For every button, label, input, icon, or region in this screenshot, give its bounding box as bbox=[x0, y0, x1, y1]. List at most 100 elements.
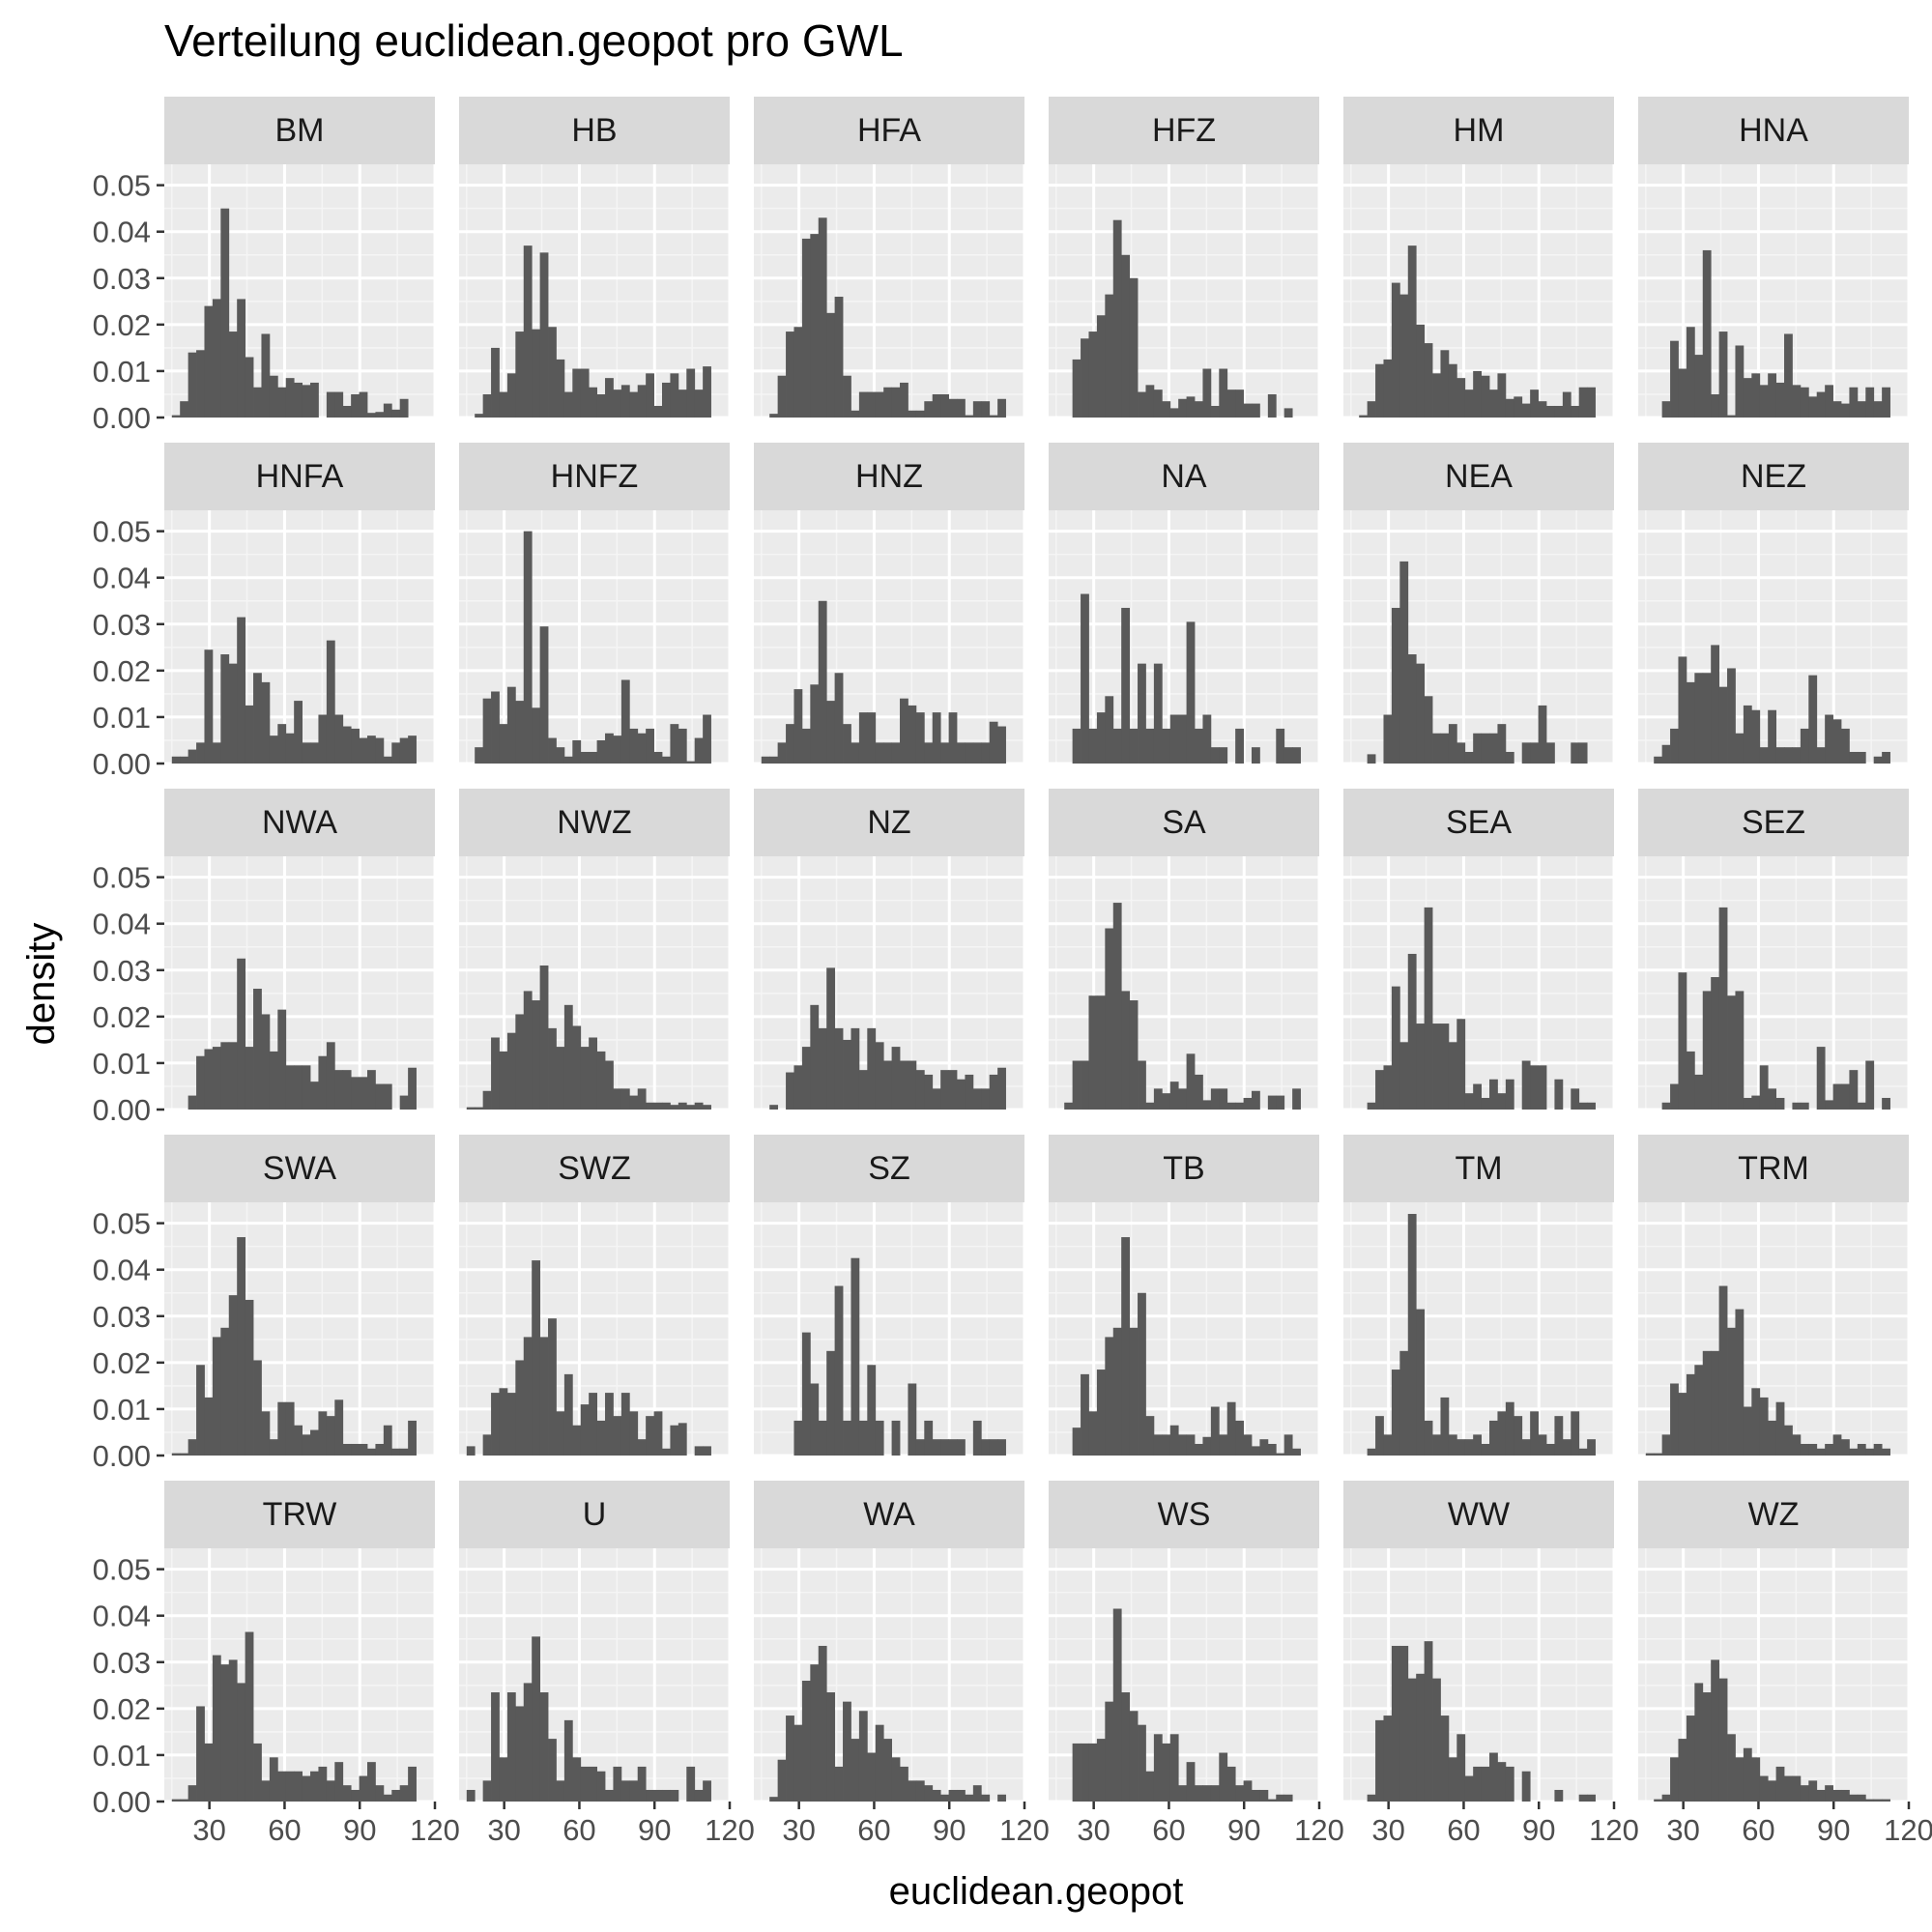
facet-strip bbox=[754, 789, 1024, 856]
histogram-bar bbox=[1727, 995, 1736, 1110]
histogram-bar bbox=[1497, 724, 1507, 764]
histogram-bar bbox=[605, 1393, 614, 1456]
histogram-bar bbox=[171, 415, 181, 418]
histogram-bar bbox=[843, 1039, 851, 1110]
histogram-bar bbox=[1153, 389, 1163, 418]
histogram-bar bbox=[1367, 401, 1376, 418]
y-tick-label: 0.00 bbox=[93, 747, 151, 781]
histogram-bar bbox=[1088, 1411, 1098, 1456]
histogram-bar bbox=[1219, 368, 1228, 418]
histogram-bar bbox=[908, 705, 917, 764]
histogram-bar bbox=[1489, 1079, 1498, 1110]
y-tick-label: 0.01 bbox=[93, 1393, 151, 1427]
histogram-bar bbox=[1521, 1439, 1531, 1456]
histogram-bar bbox=[589, 387, 597, 418]
histogram-bar bbox=[801, 728, 811, 764]
histogram-bar bbox=[375, 1785, 385, 1802]
histogram-bar bbox=[1088, 995, 1098, 1110]
histogram-bar bbox=[342, 1785, 352, 1802]
facet-strip bbox=[459, 1135, 730, 1202]
histogram-bar bbox=[620, 1393, 630, 1456]
histogram-bar bbox=[1735, 1309, 1745, 1456]
histogram-bar bbox=[1259, 1439, 1269, 1456]
y-tick-label: 0.03 bbox=[93, 954, 151, 988]
histogram-bar bbox=[171, 1799, 181, 1802]
histogram-bar bbox=[351, 728, 360, 764]
histogram-bar bbox=[1816, 747, 1826, 764]
histogram-bar bbox=[383, 756, 392, 764]
facet-swa: SWA 0.00 0.01 0.02 0.03 0.04 0.05 bbox=[93, 1135, 437, 1473]
histogram-bar bbox=[1267, 1443, 1277, 1456]
histogram-bar bbox=[662, 1102, 671, 1110]
histogram-bar bbox=[399, 737, 409, 764]
facet-label: WS bbox=[1158, 1496, 1211, 1533]
histogram-bar bbox=[1873, 756, 1883, 764]
y-tick-label: 0.03 bbox=[93, 1646, 151, 1680]
histogram-bar bbox=[1186, 1053, 1196, 1110]
histogram-bar bbox=[1546, 1443, 1555, 1456]
histogram-bar bbox=[399, 1448, 409, 1456]
histogram-bar bbox=[1578, 1794, 1588, 1802]
histogram-bar bbox=[1865, 387, 1875, 418]
histogram-bar bbox=[1489, 733, 1498, 764]
histogram-bar bbox=[1375, 1070, 1384, 1110]
histogram-bar bbox=[318, 1766, 328, 1802]
histogram-bar bbox=[1841, 1789, 1850, 1802]
histogram-bar bbox=[1145, 1771, 1155, 1802]
histogram-bar bbox=[694, 1102, 704, 1110]
y-tick-label: 0.04 bbox=[93, 216, 151, 249]
histogram-bar bbox=[1081, 1373, 1089, 1456]
histogram-bar bbox=[1678, 368, 1687, 418]
histogram-bar bbox=[686, 1766, 696, 1802]
histogram-bar bbox=[1678, 656, 1687, 764]
histogram-bar bbox=[1497, 1411, 1507, 1456]
histogram-bar bbox=[253, 387, 262, 418]
histogram-bar bbox=[867, 1752, 877, 1802]
histogram-bar bbox=[1129, 728, 1139, 764]
histogram-bar bbox=[1383, 359, 1393, 418]
histogram-bar bbox=[408, 1420, 417, 1456]
histogram-bar bbox=[1432, 1434, 1441, 1456]
histogram-bar bbox=[196, 350, 205, 418]
histogram-bar bbox=[1292, 1448, 1301, 1456]
y-tick-label: 0.03 bbox=[93, 608, 151, 642]
histogram-bar bbox=[253, 1360, 262, 1456]
facet-strip bbox=[1638, 97, 1909, 164]
histogram-bar bbox=[367, 1448, 376, 1456]
histogram-bar bbox=[620, 1088, 630, 1110]
histogram-bar bbox=[1169, 1425, 1179, 1456]
facet-strip bbox=[754, 97, 1024, 164]
histogram-bar bbox=[1497, 1762, 1507, 1802]
histogram-bar bbox=[180, 756, 189, 764]
histogram-bar bbox=[228, 332, 238, 418]
histogram-bar bbox=[563, 1373, 573, 1456]
histogram-bar bbox=[801, 1047, 811, 1110]
facet-tb: TB bbox=[1049, 1135, 1321, 1457]
histogram-bar bbox=[915, 1070, 925, 1110]
facet-label: TRW bbox=[263, 1496, 337, 1533]
y-tick-label: 0.01 bbox=[93, 1047, 151, 1081]
histogram-bar bbox=[867, 1027, 877, 1110]
histogram-bar bbox=[1735, 991, 1745, 1110]
histogram-bar bbox=[1865, 1060, 1875, 1110]
histogram-bar bbox=[1857, 751, 1866, 764]
histogram-bar bbox=[1162, 1434, 1171, 1456]
histogram-bar bbox=[277, 1009, 287, 1110]
histogram-bar bbox=[1112, 1327, 1122, 1456]
histogram-bar bbox=[212, 1337, 221, 1456]
histogram-bar bbox=[1112, 728, 1122, 764]
histogram-bar bbox=[1473, 1434, 1482, 1456]
histogram-bar bbox=[646, 1416, 654, 1456]
histogram-bar bbox=[482, 1434, 492, 1456]
histogram-bar bbox=[1145, 1416, 1155, 1456]
histogram-bar bbox=[801, 1681, 811, 1802]
histogram-bar bbox=[818, 1420, 827, 1456]
histogram-bar bbox=[1391, 1645, 1400, 1802]
histogram-bar bbox=[1432, 733, 1441, 764]
histogram-bar bbox=[1743, 1747, 1752, 1802]
histogram-bar bbox=[277, 724, 287, 764]
x-tick-label: 30 bbox=[1666, 1813, 1699, 1847]
facet-label: WW bbox=[1448, 1496, 1510, 1533]
histogram-bar bbox=[466, 1446, 476, 1456]
histogram-bar bbox=[1145, 1102, 1155, 1110]
